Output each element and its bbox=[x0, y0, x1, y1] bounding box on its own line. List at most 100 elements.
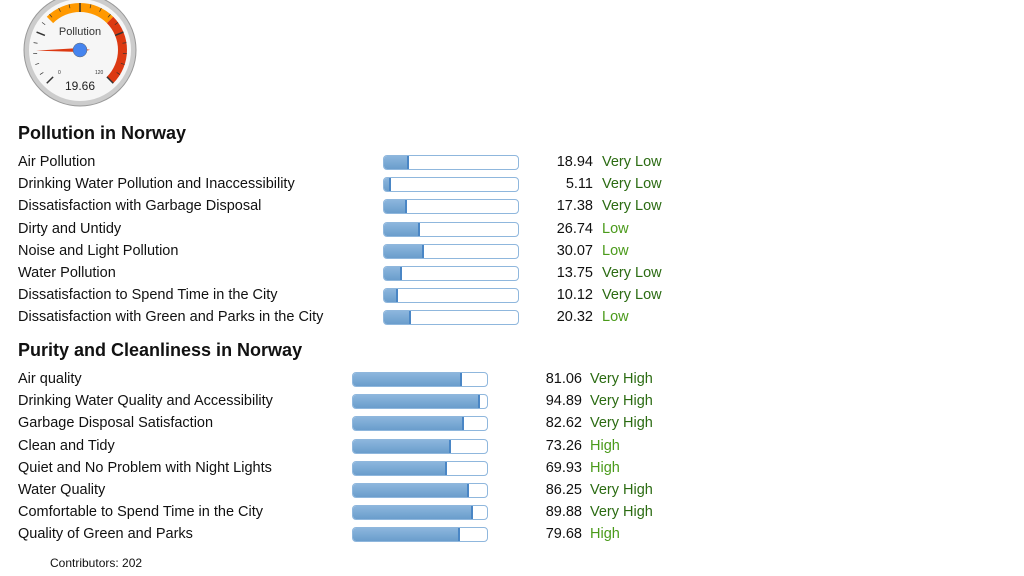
score-bar-fill bbox=[384, 222, 420, 236]
pollution-row: Dissatisfaction with Garbage Disposal 17… bbox=[18, 195, 718, 217]
row-rating: Low bbox=[602, 220, 629, 237]
score-bar bbox=[352, 505, 488, 521]
score-bar bbox=[352, 483, 488, 498]
gauge-tick bbox=[99, 7, 102, 12]
purity-row: Quality of Green and Parks 79.68 High bbox=[18, 523, 718, 545]
pollution-row: Noise and Light Pollution 30.07 Low bbox=[18, 240, 718, 262]
row-rating: Very High bbox=[590, 504, 653, 521]
pollution-row: Drinking Water Pollution and Inaccessibi… bbox=[18, 173, 718, 195]
gauge-label: Pollution bbox=[59, 26, 101, 38]
gauge-max-label: 120 bbox=[95, 70, 104, 76]
score-bar bbox=[383, 266, 519, 281]
gauge-tick bbox=[114, 22, 119, 26]
gauge-hub bbox=[72, 42, 88, 58]
row-label: Noise and Light Pollution bbox=[18, 242, 179, 259]
score-bar bbox=[383, 199, 519, 215]
gauge-tick bbox=[106, 76, 114, 84]
row-value: 5.11 bbox=[565, 176, 593, 193]
gauge-value: 19.66 bbox=[65, 79, 95, 93]
row-rating: High bbox=[590, 526, 620, 543]
row-rating: Very Low bbox=[602, 198, 662, 215]
row-label: Dissatisfaction with Garbage Disposal bbox=[18, 198, 262, 215]
row-label: Comfortable to Spend Time in the City bbox=[18, 504, 264, 521]
score-bar-fill bbox=[384, 289, 398, 303]
score-bar bbox=[383, 177, 519, 193]
gauge-tick bbox=[89, 4, 92, 9]
score-bar bbox=[352, 438, 488, 454]
gauge-tick bbox=[36, 31, 46, 37]
row-label: Drinking Water Pollution and Inaccessibi… bbox=[18, 176, 295, 193]
purity-row: Quiet and No Problem with Night Lights 6… bbox=[18, 457, 718, 479]
gauge-tick bbox=[41, 22, 46, 26]
score-bar bbox=[383, 288, 519, 304]
gauge-tick bbox=[58, 7, 61, 12]
purity-row: Air quality 81.06 Very High bbox=[18, 368, 718, 390]
row-value: 69.93 bbox=[545, 459, 582, 476]
pollution-row: Dirty and Untidy 26.74 Low bbox=[18, 218, 718, 240]
row-rating: Very Low bbox=[602, 287, 662, 304]
score-bar bbox=[352, 416, 488, 432]
row-rating: High bbox=[590, 437, 620, 454]
gauge-min-label: 0 bbox=[58, 70, 61, 76]
gauge-tick bbox=[39, 72, 44, 75]
gauge-tick bbox=[120, 62, 125, 65]
row-value: 17.38 bbox=[556, 198, 593, 215]
score-bar bbox=[352, 460, 488, 476]
row-rating: Very High bbox=[590, 415, 653, 432]
row-label: Quality of Green and Parks bbox=[18, 526, 193, 543]
row-rating: Very High bbox=[590, 482, 653, 498]
purity-row: Garbage Disposal Satisfaction 82.62 Very… bbox=[18, 412, 718, 434]
row-value: 26.74 bbox=[556, 220, 593, 237]
score-bar-fill bbox=[353, 439, 452, 453]
row-value: 20.32 bbox=[556, 309, 593, 326]
pollution-row: Dissatisfaction with Green and Parks in … bbox=[18, 306, 718, 328]
gauge-band bbox=[46, 3, 114, 24]
purity-row: Drinking Water Quality and Accessibility… bbox=[18, 390, 718, 412]
score-bar-fill bbox=[384, 267, 403, 280]
pollution-row: Dissatisfaction to Spend Time in the Cit… bbox=[18, 284, 718, 306]
score-bar-fill bbox=[384, 311, 412, 325]
score-bar-fill bbox=[384, 178, 391, 192]
purity-heading: Purity and Cleanliness in Norway bbox=[18, 340, 303, 360]
row-label: Dirty and Untidy bbox=[18, 220, 122, 237]
score-bar-fill bbox=[384, 200, 408, 214]
gauge-tick bbox=[116, 72, 121, 75]
row-label: Air Pollution bbox=[18, 154, 96, 170]
row-value: 86.25 bbox=[545, 482, 582, 498]
score-bar bbox=[352, 372, 488, 387]
score-bar bbox=[383, 221, 519, 237]
gauge-tick bbox=[122, 42, 127, 44]
score-bar-fill bbox=[384, 244, 425, 258]
pollution-row: Water Pollution 13.75 Very Low bbox=[18, 262, 718, 284]
row-rating: Low bbox=[602, 309, 629, 326]
row-label: Quiet and No Problem with Night Lights bbox=[18, 459, 272, 476]
purity-row: Comfortable to Spend Time in the City 89… bbox=[18, 501, 718, 523]
row-label: Air quality bbox=[18, 371, 82, 387]
row-label: Clean and Tidy bbox=[18, 437, 115, 454]
score-bar-fill bbox=[353, 417, 464, 431]
row-rating: Low bbox=[602, 242, 629, 259]
gauge-tick bbox=[49, 14, 53, 18]
contributors-count: Contributors: 202 bbox=[50, 556, 143, 570]
row-rating: Very High bbox=[590, 371, 653, 387]
row-rating: Very Low bbox=[602, 265, 662, 281]
row-label: Garbage Disposal Satisfaction bbox=[18, 415, 214, 432]
score-bar bbox=[383, 243, 519, 259]
row-value: 94.89 bbox=[545, 393, 582, 410]
row-value: 89.88 bbox=[545, 504, 582, 521]
row-rating: High bbox=[590, 459, 620, 476]
row-rating: Very Low bbox=[602, 154, 662, 170]
row-rating: Very High bbox=[590, 393, 653, 410]
gauge-tick bbox=[107, 14, 111, 18]
pollution-heading: Pollution in Norway bbox=[18, 123, 187, 143]
row-value: 13.75 bbox=[556, 265, 593, 281]
score-bar-fill bbox=[353, 506, 474, 520]
row-label: Dissatisfaction with Green and Parks in … bbox=[18, 309, 324, 326]
score-bar bbox=[383, 310, 519, 326]
gauge-tick bbox=[33, 42, 38, 44]
row-value: 79.68 bbox=[545, 526, 582, 543]
row-value: 81.06 bbox=[545, 371, 582, 387]
gauge-tick bbox=[46, 76, 54, 84]
row-value: 73.26 bbox=[545, 437, 582, 454]
